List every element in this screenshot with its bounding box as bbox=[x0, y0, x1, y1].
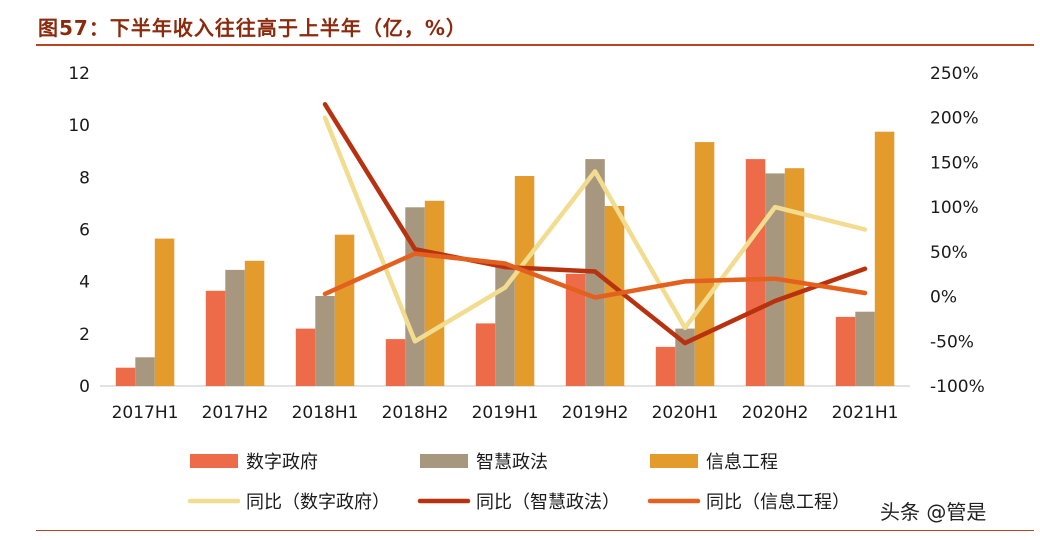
y-left-tick: 0 bbox=[79, 377, 90, 397]
y-right-tick: 100% bbox=[930, 198, 979, 218]
y-right-tick: -100% bbox=[930, 377, 985, 397]
bar-smart_law-2021h1 bbox=[855, 311, 875, 386]
legend-label: 同比（信息工程） bbox=[706, 492, 850, 513]
bar-digital_gov-2020h1 bbox=[655, 346, 676, 386]
y-left-tick: 6 bbox=[79, 221, 90, 241]
bar-smart_law-2017h2 bbox=[225, 269, 245, 386]
bar-smart_law-2017h1 bbox=[135, 357, 155, 386]
bar-digital_gov-2019h1 bbox=[475, 323, 496, 386]
line-yoy_info_eng bbox=[322, 251, 868, 300]
legend-swatch bbox=[420, 454, 468, 468]
legend-item-yoy_smart_law: 同比（智慧政法） bbox=[417, 492, 620, 513]
y-right-tick: -50% bbox=[930, 332, 974, 352]
legend-item-digital_gov: 数字政府 bbox=[190, 452, 318, 473]
legend-swatch bbox=[650, 454, 698, 468]
x-tick-2019h2: 2019H2 bbox=[562, 403, 629, 423]
line-yoy_digital_gov bbox=[322, 115, 868, 344]
x-tick-2018h2: 2018H2 bbox=[382, 403, 449, 423]
bar-smart_law-2019h1 bbox=[495, 266, 515, 386]
bar-digital_gov-2018h2 bbox=[385, 339, 406, 386]
x-tick-2019h1: 2019H1 bbox=[472, 403, 539, 423]
bar-digital_gov-2019h2 bbox=[565, 273, 586, 386]
legend-item-yoy_digital_gov: 同比（数字政府） bbox=[187, 492, 390, 513]
bar-info_eng-2020h1 bbox=[694, 142, 715, 386]
y-axis-right: -100% -50% 0% 50% 100% 150% 200% 250% bbox=[930, 64, 985, 397]
bar-info_eng-2017h1 bbox=[154, 238, 175, 386]
legend-label: 信息工程 bbox=[706, 452, 778, 473]
legend-label: 同比（数字政府） bbox=[246, 492, 390, 513]
x-tick-2017h2: 2017H2 bbox=[202, 403, 269, 423]
line-yoy_smart_law bbox=[322, 102, 868, 346]
legend-item-info_eng: 信息工程 bbox=[650, 452, 778, 473]
x-tick-2017h1: 2017H1 bbox=[112, 403, 179, 423]
bar-digital_gov-2020h2 bbox=[745, 159, 766, 386]
y-right-tick: 250% bbox=[930, 64, 979, 84]
y-left-tick: 4 bbox=[79, 273, 90, 293]
x-axis-ticks: 2017H1 2017H2 2018H1 2018H2 2019H1 2019H2 2020… bbox=[112, 403, 899, 423]
bar-digital_gov-2018h1 bbox=[295, 328, 316, 386]
title-divider bbox=[36, 44, 1034, 46]
legend-item-smart_law: 智慧政法 bbox=[420, 452, 548, 473]
bar-digital_gov-2017h2 bbox=[205, 290, 226, 386]
legend-label: 数字政府 bbox=[246, 452, 318, 473]
x-tick-2020h2: 2020H2 bbox=[742, 403, 809, 423]
x-tick-2018h1: 2018H1 bbox=[292, 403, 359, 423]
bar-info_eng-2018h2 bbox=[424, 200, 445, 386]
y-left-tick: 12 bbox=[68, 64, 90, 84]
bar-info_eng-2021h1 bbox=[874, 131, 895, 386]
y-left-tick: 8 bbox=[79, 168, 90, 188]
y-left-tick: 2 bbox=[79, 325, 90, 345]
legend-label: 智慧政法 bbox=[476, 452, 548, 473]
bar-smart_law-2018h1 bbox=[315, 296, 335, 386]
bar-digital_gov-2021h1 bbox=[835, 316, 856, 386]
bar-info_eng-2018h1 bbox=[334, 234, 355, 386]
bars-layer bbox=[115, 131, 895, 386]
bottom-divider bbox=[36, 530, 1034, 531]
watermark: 头条 @管是 bbox=[880, 500, 987, 524]
x-tick-2020h1: 2020H1 bbox=[652, 403, 719, 423]
y-axis-left: 0 2 4 6 8 10 12 bbox=[68, 64, 90, 397]
bar-digital_gov-2017h1 bbox=[115, 367, 136, 386]
bar-info_eng-2017h2 bbox=[244, 260, 265, 386]
y-right-tick: 0% bbox=[930, 288, 957, 308]
y-right-tick: 200% bbox=[930, 109, 979, 129]
lines-layer bbox=[322, 102, 868, 346]
y-left-tick: 10 bbox=[68, 116, 90, 136]
bar-info_eng-2020h2 bbox=[784, 168, 805, 386]
bar-info_eng-2019h1 bbox=[514, 176, 535, 386]
chart-title: 图57：下半年收入往往高于上半年（亿，%） bbox=[38, 16, 467, 40]
y-right-tick: 50% bbox=[930, 243, 968, 263]
legend-swatch bbox=[190, 454, 238, 468]
y-right-tick: 150% bbox=[930, 153, 979, 173]
x-tick-2021h1: 2021H1 bbox=[832, 403, 899, 423]
legend-label: 同比（智慧政法） bbox=[476, 492, 620, 513]
legend-item-yoy_info_eng: 同比（信息工程） bbox=[647, 492, 850, 513]
